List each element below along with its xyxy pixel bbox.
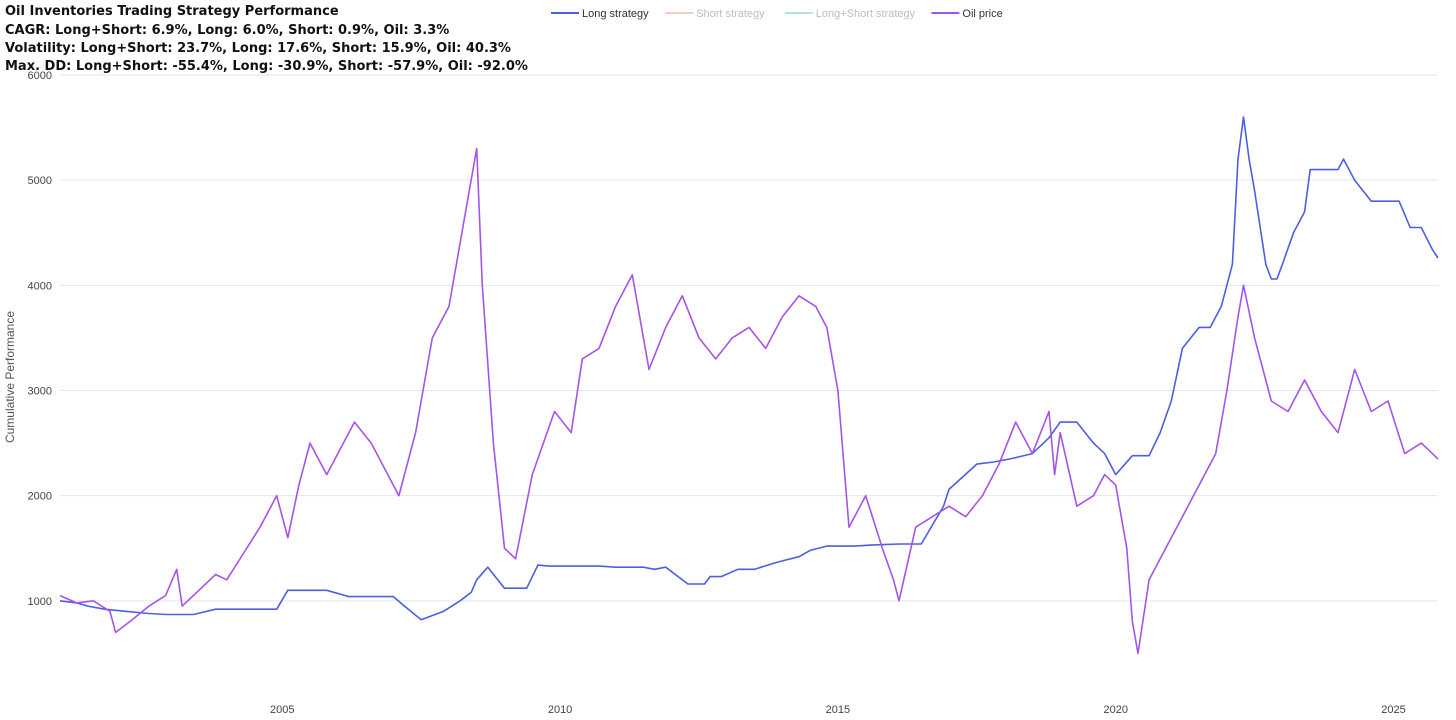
x-axis-ticks: 2005 2010 2015 2020 2025 [270, 704, 1406, 716]
series-lines [59, 116, 1439, 655]
x-tick-label: 2015 [826, 704, 850, 716]
y-tick-label: 3000 [28, 386, 52, 398]
y-tick-label: 1000 [28, 596, 52, 608]
legend-label: Oil price [962, 8, 1002, 20]
legend: Long strategy Short strategy Long+Short st… [551, 8, 1003, 20]
y-tick-label: 5000 [28, 175, 52, 187]
legend-label: Short strategy [696, 8, 765, 20]
chart-subtitle-cagr: CAGR: Long+Short: 6.9%, Long: 6.0%, Shor… [5, 23, 450, 38]
legend-item-oil-price[interactable]: Oil price [931, 8, 1003, 20]
legend-item-short-strategy[interactable]: Short strategy [665, 8, 765, 20]
x-tick-label: 2010 [548, 704, 572, 716]
y-axis-label: Cumulative Performance [3, 311, 17, 443]
y-tick-label: 2000 [28, 491, 52, 503]
x-tick-label: 2020 [1103, 704, 1127, 716]
legend-label: Long+Short strategy [816, 8, 916, 20]
chart-subtitle-volatility: Volatility: Long+Short: 23.7%, Long: 17.… [5, 41, 511, 56]
y-tick-label: 4000 [28, 280, 52, 292]
chart-title: Oil Inventories Trading Strategy Perform… [5, 4, 339, 19]
legend-item-long-short-strategy[interactable]: Long+Short strategy [784, 8, 916, 20]
y-tick-label: 6000 [28, 70, 52, 82]
chart-subtitle-maxdd: Max. DD: Long+Short: -55.4%, Long: -30.9… [5, 59, 528, 74]
legend-label: Long strategy [582, 8, 649, 20]
x-tick-label: 2005 [270, 704, 294, 716]
series-line-long-strategy [59, 116, 1439, 621]
x-tick-label: 2025 [1381, 704, 1405, 716]
gridlines [60, 74, 1438, 602]
legend-item-long-strategy[interactable]: Long strategy [551, 8, 649, 20]
y-axis-ticks: 1000 2000 3000 4000 5000 6000 [28, 70, 52, 608]
series-line-oil-price [59, 147, 1439, 655]
